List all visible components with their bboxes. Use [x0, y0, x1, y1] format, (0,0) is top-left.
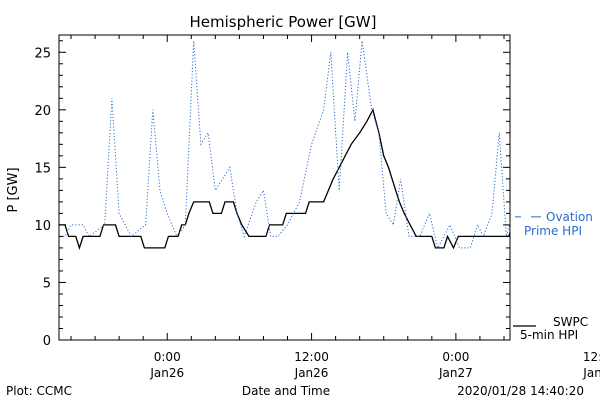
series-layer	[59, 40, 510, 251]
x-axis-label: Date and Time	[242, 384, 330, 398]
y-tick-label: 10	[34, 219, 51, 234]
x-tick-label-time: 0:00	[442, 350, 469, 364]
y-tick-label: 25	[34, 46, 51, 61]
legend-label-swpc: SWPC	[553, 315, 588, 329]
x-tick-label-time: 12:00	[583, 350, 600, 364]
x-tick-label-time: 0:00	[154, 350, 181, 364]
plot-area	[58, 34, 511, 341]
y-tick-label: 15	[34, 161, 51, 176]
legend-label-ovation-line2: Prime HPI	[524, 224, 582, 238]
plot-timestamp: 2020/01/28 14:40:20	[457, 384, 584, 398]
x-tick-label-date: Jan26	[149, 366, 184, 380]
x-tick-label-date: Jan26	[294, 366, 329, 380]
chart-title: Hemispheric Power [GW]	[190, 13, 377, 31]
x-tick-label-time: 12:00	[294, 350, 329, 364]
x-tick-label-date: Jan27	[582, 366, 600, 380]
series-line-swpc	[59, 108, 510, 251]
plot-frame	[58, 34, 511, 341]
y-tick-label: 0	[43, 334, 51, 349]
y-axis-label: P [GW]	[6, 167, 21, 212]
axis-ticks: 0 5 10 15 20 25 0:00 Jan26 12:00 Jan26 0:00 Jan27 12…	[34, 35, 600, 380]
y-tick-label: 5	[43, 276, 51, 291]
legend-label-swpc-line2: 5-min HPI	[520, 328, 578, 342]
plot-credit: Plot: CCMC	[6, 384, 72, 398]
y-tick-label: 20	[34, 104, 51, 119]
legend-label-ovation: Ovation	[546, 210, 593, 224]
x-tick-label-date: Jan27	[438, 366, 473, 380]
